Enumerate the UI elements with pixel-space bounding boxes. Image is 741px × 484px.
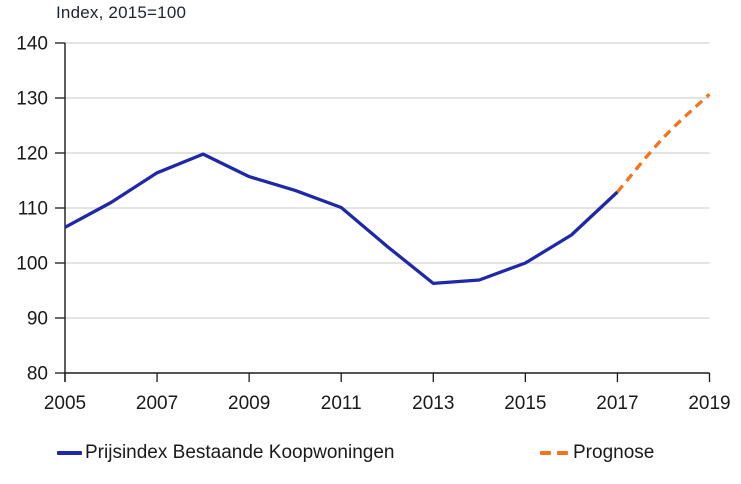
legend-label-prognose: Prognose <box>573 442 655 463</box>
x-tick-label: 2017 <box>596 393 638 414</box>
tick-marks-group <box>55 42 711 382</box>
y-axis-labels-group: 80 90 100 110 120 130 140 <box>16 34 48 385</box>
legend-item-prijsindex: Prijsindex Bestaande Koopwoningen <box>57 442 395 464</box>
legend-item-prognose: Prognose <box>540 442 654 464</box>
series-group <box>64 92 711 286</box>
legend-label-prijsindex: Prijsindex Bestaande Koopwoningen <box>85 442 395 463</box>
y-tick-label: 120 <box>16 144 48 165</box>
y-tick-label: 110 <box>18 199 48 220</box>
y-tick-label: 80 <box>27 364 48 385</box>
y-tick-label: 130 <box>16 89 48 110</box>
x-tick-label: 2009 <box>228 393 270 414</box>
x-tick-label: 2015 <box>504 393 546 414</box>
chart-title: Index, 2015=100 <box>56 3 187 22</box>
x-axis-labels-group: 2005 2007 2009 2011 2013 2015 2017 2019 <box>44 393 731 414</box>
prognose-dashed-line <box>616 92 711 194</box>
solid-line-legend-icon <box>57 451 82 455</box>
x-tick-label: 2013 <box>412 393 454 414</box>
prijsindex-solid-line <box>64 152 619 286</box>
gridlines-group <box>65 42 710 319</box>
axes-group <box>64 43 710 382</box>
dashed-line-legend-icon <box>540 451 568 455</box>
x-tick-label: 2011 <box>321 393 362 414</box>
y-tick-label: 140 <box>16 34 48 55</box>
y-tick-label: 100 <box>16 254 48 275</box>
x-tick-label: 2019 <box>688 393 730 414</box>
x-tick-label: 2005 <box>44 393 86 414</box>
x-tick-label: 2007 <box>136 393 178 414</box>
y-tick-label: 90 <box>27 309 48 330</box>
